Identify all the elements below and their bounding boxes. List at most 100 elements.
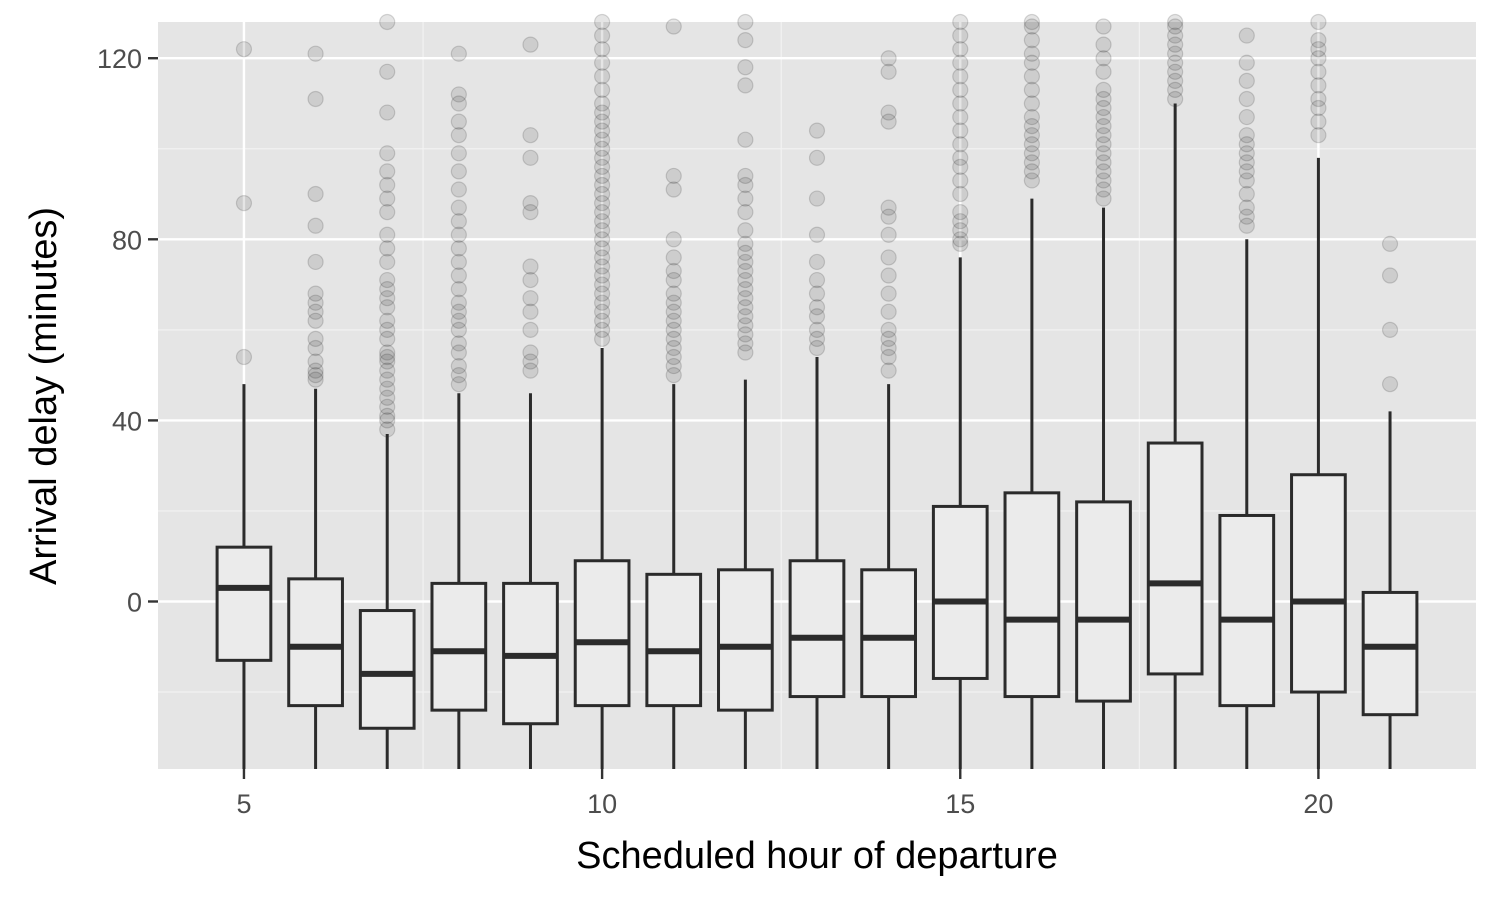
outlier-point <box>665 330 682 348</box>
outlier-point <box>379 344 396 361</box>
outlier-point <box>594 213 611 230</box>
outlier-point <box>880 226 897 243</box>
outlier-point <box>1238 145 1255 162</box>
outlier-point <box>522 127 539 144</box>
outlier-point <box>1095 127 1112 144</box>
outlier-point <box>379 104 396 121</box>
outlier-point <box>379 226 396 243</box>
outlier-point <box>1167 13 1184 31</box>
outlier-point <box>450 95 467 112</box>
outlier-point <box>880 50 897 67</box>
outlier-point <box>952 158 969 175</box>
outlier-point <box>952 122 969 139</box>
outlier-point <box>1023 172 1040 189</box>
box-iqr <box>1075 500 1132 703</box>
box-iqr <box>645 572 703 708</box>
y-tick-label: 40 <box>112 406 142 436</box>
outlier-point <box>1167 45 1184 62</box>
outlier-point <box>1167 63 1184 80</box>
outlier-point <box>1238 54 1255 71</box>
outlier-point <box>379 204 396 221</box>
y-axis-title: Arrival delay (minutes) <box>23 207 65 585</box>
outlier-point <box>307 217 324 234</box>
outlier-point <box>665 231 682 248</box>
outlier-point <box>1023 45 1040 62</box>
box-iqr <box>788 559 846 699</box>
outlier-point <box>1238 217 1255 234</box>
outlier-point <box>737 344 754 361</box>
outlier-point <box>737 190 754 207</box>
outlier-point <box>379 176 396 194</box>
outlier-point <box>594 54 611 71</box>
outlier-point <box>450 127 467 144</box>
outlier-point <box>665 271 682 289</box>
outlier-point <box>307 330 324 348</box>
outlier-point <box>307 253 324 271</box>
outlier-point <box>594 222 611 239</box>
outlier-point <box>737 13 754 31</box>
outlier-point <box>450 344 467 361</box>
outlier-point <box>594 240 611 257</box>
outlier-point <box>808 149 826 166</box>
outlier-point <box>450 253 467 271</box>
outlier-point <box>665 249 682 266</box>
outlier-point <box>1023 127 1040 144</box>
outlier-point <box>952 68 969 85</box>
box-hour-8 <box>430 393 488 769</box>
outlier-point <box>808 330 826 348</box>
y-tick-label: 80 <box>112 225 142 255</box>
outlier-point <box>880 208 897 225</box>
outlier-point <box>522 194 539 212</box>
outlier-point <box>307 294 324 311</box>
outlier-point <box>307 45 324 62</box>
outlier-point <box>594 330 611 348</box>
box-iqr <box>1003 491 1061 699</box>
outlier-point <box>737 290 754 307</box>
outlier-point <box>737 235 754 252</box>
outlier-point <box>379 145 396 162</box>
outlier-point <box>1023 18 1040 35</box>
outlier-point <box>594 194 611 212</box>
outlier-point <box>1381 267 1399 284</box>
outlier-point <box>1095 90 1112 108</box>
outlier-point <box>808 299 826 316</box>
outlier-point <box>1381 376 1399 393</box>
outlier-point <box>307 303 324 320</box>
outlier-point <box>1238 127 1255 144</box>
outlier-point <box>1238 108 1255 126</box>
outlier-point <box>594 68 611 85</box>
outlier-point <box>808 308 826 325</box>
outlier-point <box>1167 81 1184 99</box>
outlier-point <box>450 294 467 311</box>
outlier-point <box>737 326 754 343</box>
outlier-point <box>665 167 682 185</box>
outlier-point <box>952 222 969 239</box>
outlier-point <box>665 262 682 280</box>
outlier-point <box>379 13 396 31</box>
outlier-point <box>952 81 969 99</box>
outlier-point <box>1238 172 1255 189</box>
outlier-point <box>1023 32 1040 49</box>
box-iqr <box>1146 441 1204 676</box>
outlier-point <box>1095 63 1112 80</box>
outlier-point <box>1238 154 1255 171</box>
outlier-point <box>594 104 611 121</box>
outlier-point <box>1238 136 1255 153</box>
outlier-point <box>1095 118 1112 135</box>
outlier-point <box>952 41 969 58</box>
outlier-point <box>307 367 324 384</box>
outlier-point <box>1167 27 1184 44</box>
box-iqr <box>931 504 989 680</box>
outlier-point <box>594 41 611 58</box>
y-axis: 0 40 80 120 <box>97 44 158 617</box>
outlier-point <box>952 204 969 221</box>
outlier-point <box>1095 108 1112 126</box>
outlier-point <box>522 353 539 370</box>
outlier-point <box>737 244 754 261</box>
outlier-point <box>1095 136 1112 153</box>
outlier-point <box>379 353 396 370</box>
outlier-point <box>594 303 611 320</box>
box-hour-7 <box>358 433 416 769</box>
box-hour-15 <box>931 257 989 769</box>
outlier-point <box>808 226 826 243</box>
